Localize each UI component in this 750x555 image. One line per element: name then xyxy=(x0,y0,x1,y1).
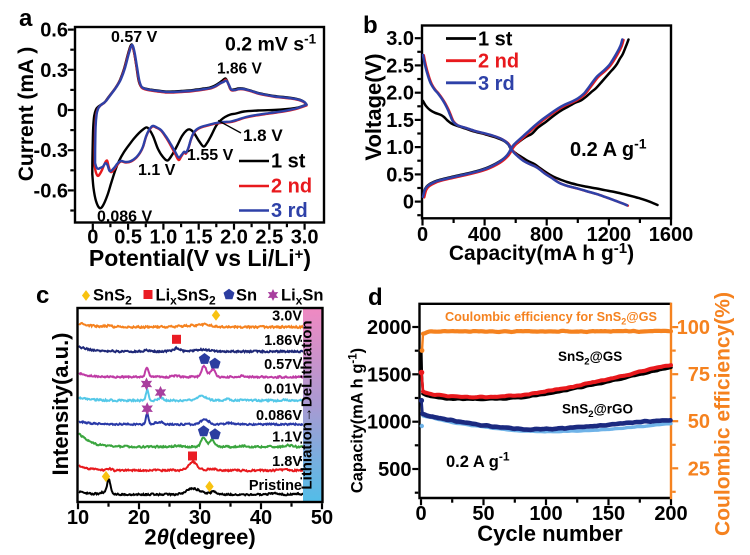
svg-text:1 st: 1 st xyxy=(478,29,513,51)
svg-text:800: 800 xyxy=(530,224,563,246)
svg-text:1.0: 1.0 xyxy=(149,227,177,249)
svg-text:SnS2@rGO: SnS2@rGO xyxy=(562,402,633,421)
svg-text:b: b xyxy=(363,12,378,39)
svg-text:0: 0 xyxy=(87,227,98,249)
svg-text:0.2 mV s-1: 0.2 mV s-1 xyxy=(225,32,317,56)
svg-text:400: 400 xyxy=(468,224,501,246)
svg-text:d: d xyxy=(368,284,383,311)
svg-text:Cycle number: Cycle number xyxy=(477,521,623,546)
svg-text:3.0: 3.0 xyxy=(291,227,319,249)
svg-text:1.86V: 1.86V xyxy=(264,333,302,349)
svg-text:0.086 V: 0.086 V xyxy=(97,209,152,226)
svg-text:3 rd: 3 rd xyxy=(478,73,515,95)
svg-text:1.5: 1.5 xyxy=(185,227,213,249)
svg-text:1.1V: 1.1V xyxy=(272,430,302,446)
svg-text:25: 25 xyxy=(688,458,710,480)
svg-text:40: 40 xyxy=(250,507,272,529)
svg-text:3.0V: 3.0V xyxy=(272,309,302,325)
svg-text:2.5: 2.5 xyxy=(255,227,283,249)
svg-text:SnS2@GS: SnS2@GS xyxy=(558,349,622,368)
svg-text:1.86 V: 1.86 V xyxy=(217,61,262,78)
svg-text:Pristine: Pristine xyxy=(249,478,302,494)
svg-text:1.55 V: 1.55 V xyxy=(187,147,234,164)
svg-text:10: 10 xyxy=(67,507,89,529)
svg-text:-0.6: -0.6 xyxy=(34,180,68,202)
svg-text:LixSnS2: LixSnS2 xyxy=(156,287,216,308)
svg-text:Potential(V vs Li/Li+): Potential(V vs Li/Li+) xyxy=(89,245,311,271)
svg-text:0: 0 xyxy=(57,100,68,122)
svg-text:0: 0 xyxy=(403,192,414,214)
svg-text:500: 500 xyxy=(378,459,411,481)
svg-text:Sn: Sn xyxy=(236,287,257,305)
svg-text:150: 150 xyxy=(592,503,625,525)
svg-text:0.5: 0.5 xyxy=(386,164,414,186)
svg-text:c: c xyxy=(36,282,49,309)
svg-text:1600: 1600 xyxy=(649,224,694,246)
svg-text:2.0: 2.0 xyxy=(220,227,248,249)
svg-text:0.01V: 0.01V xyxy=(264,382,302,398)
svg-text:Capacity(mA h g-1): Capacity(mA h g-1) xyxy=(449,240,634,265)
svg-text:100: 100 xyxy=(677,317,710,339)
svg-text:50: 50 xyxy=(688,411,710,433)
svg-text:LixSn: LixSn xyxy=(281,287,323,308)
svg-text:1.0: 1.0 xyxy=(386,137,414,159)
svg-text:1500: 1500 xyxy=(367,364,412,386)
svg-text:200: 200 xyxy=(654,503,687,525)
svg-text:0.3: 0.3 xyxy=(40,60,68,82)
svg-text:1000: 1000 xyxy=(367,412,412,434)
svg-text:2000: 2000 xyxy=(367,317,412,339)
svg-text:0.086V: 0.086V xyxy=(256,408,302,424)
svg-text:0.5: 0.5 xyxy=(114,227,142,249)
svg-text:100: 100 xyxy=(529,503,562,525)
svg-text:2θ(degree): 2θ(degree) xyxy=(144,525,255,550)
svg-text:30: 30 xyxy=(189,507,211,529)
svg-text:1 st: 1 st xyxy=(271,151,306,173)
svg-text:2.0: 2.0 xyxy=(386,83,414,105)
svg-text:1.8V: 1.8V xyxy=(272,454,302,470)
svg-text:20: 20 xyxy=(128,507,150,529)
svg-text:0.57V: 0.57V xyxy=(264,357,302,373)
svg-text:50: 50 xyxy=(311,507,333,529)
svg-text:Coulombic efficiency for SnS2@: Coulombic efficiency for SnS2@GS xyxy=(445,310,657,327)
svg-text:0: 0 xyxy=(415,503,426,525)
svg-text:Capacity(mA h g-1): Capacity(mA h g-1) xyxy=(348,348,367,493)
svg-text:0.2 A g-1: 0.2 A g-1 xyxy=(570,136,647,162)
svg-text:Current (mA ): Current (mA ) xyxy=(15,47,38,182)
svg-text:2 nd: 2 nd xyxy=(271,176,312,198)
svg-text:2.5: 2.5 xyxy=(386,55,414,77)
svg-text:Coulombic efficiency(%): Coulombic efficiency(%) xyxy=(712,292,735,536)
svg-text:0: 0 xyxy=(417,224,428,246)
svg-text:1.8 V: 1.8 V xyxy=(243,126,283,145)
svg-text:SnS2: SnS2 xyxy=(93,287,132,308)
svg-text:1.1 V: 1.1 V xyxy=(138,162,176,179)
svg-text:3.0: 3.0 xyxy=(386,28,414,50)
svg-text:75: 75 xyxy=(688,364,710,386)
svg-text:a: a xyxy=(19,5,33,32)
svg-text:3 rd: 3 rd xyxy=(271,200,308,222)
svg-text:2 nd: 2 nd xyxy=(478,51,519,73)
svg-text:50: 50 xyxy=(472,503,494,525)
svg-text:Voltage(V): Voltage(V) xyxy=(361,53,386,160)
svg-text:Lithiation→DeLithiation: Lithiation→DeLithiation xyxy=(299,320,316,489)
svg-text:Intensity(a.u.): Intensity(a.u.) xyxy=(48,332,73,475)
svg-text:0.6: 0.6 xyxy=(40,20,68,42)
svg-text:0.57 V: 0.57 V xyxy=(111,29,158,46)
svg-text:1.5: 1.5 xyxy=(386,110,414,132)
svg-text:-0.3: -0.3 xyxy=(34,140,68,162)
svg-text:0.2 A g-1: 0.2 A g-1 xyxy=(446,450,510,472)
svg-text:1200: 1200 xyxy=(587,224,632,246)
